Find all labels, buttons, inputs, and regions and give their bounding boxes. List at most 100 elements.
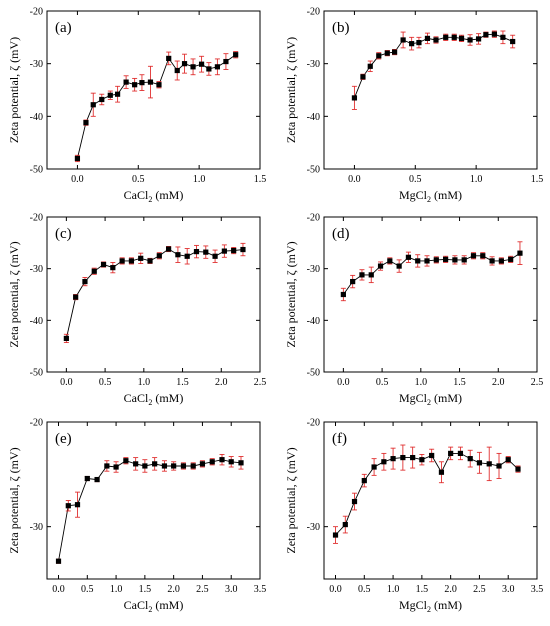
- data-point: [104, 463, 110, 469]
- panel-label: (f): [332, 431, 347, 447]
- panel-label: (a): [55, 20, 72, 36]
- data-point: [147, 258, 153, 264]
- data-point: [340, 291, 346, 298]
- x-tick-label: 1.5: [531, 174, 544, 185]
- data-point: [152, 461, 158, 467]
- data-point: [424, 35, 431, 41]
- x-tick-label: 3.5: [254, 584, 267, 595]
- y-axis-label: Zeta potential, ζ (mV): [7, 37, 21, 143]
- y-tick-label: -50: [307, 368, 320, 379]
- data-point: [496, 463, 502, 469]
- x-tick-label: 0.0: [348, 174, 361, 185]
- data-point: [368, 272, 374, 278]
- panel-c: 0.0 0.5 1.0 1.5 2.0 2.5 -50 -40 -30 -20 CaCl2 (mM)…: [7, 213, 266, 408]
- data-point: [451, 34, 457, 40]
- data-point: [198, 61, 205, 67]
- data-point: [351, 95, 358, 101]
- data-point: [475, 36, 482, 42]
- data-point: [361, 478, 367, 484]
- y-axis-label: Zeta potential, ζ (mV): [7, 241, 21, 347]
- panel-f: 0.0 0.5 1.0 1.5 2.0 2.5 3.0 3.5 -30 -20 MgCl2 (mM)…: [284, 418, 543, 615]
- data-point: [83, 120, 89, 126]
- data-point: [486, 461, 492, 467]
- data-point: [384, 50, 390, 56]
- data-point: [332, 532, 339, 538]
- data-point: [166, 246, 172, 252]
- data-point: [452, 257, 458, 263]
- data-point: [82, 278, 88, 285]
- data-point: [233, 52, 239, 58]
- data-point: [161, 463, 168, 469]
- data-point: [139, 80, 145, 86]
- data-point: [90, 102, 96, 108]
- y-tick-label: -20: [30, 7, 43, 18]
- x-tick-label: 3.5: [531, 584, 544, 595]
- panel-e: 0.0 0.5 1.0 1.5 2.0 2.5 3.0 3.5 -30 -20 CaCl2 (mM)…: [7, 418, 266, 615]
- data-point: [219, 457, 225, 463]
- x-tick-label: 0.0: [337, 377, 350, 388]
- x-tick-label: 3.0: [502, 584, 515, 595]
- data-point: [91, 268, 97, 274]
- data-point: [448, 450, 454, 456]
- data-point: [371, 464, 377, 470]
- data-point: [184, 253, 190, 259]
- data-point: [74, 502, 81, 508]
- data-point: [515, 466, 521, 472]
- data-point: [376, 53, 382, 59]
- plot-frame: [323, 216, 538, 373]
- y-axis-label: Zeta potential, ζ (mV): [7, 447, 21, 553]
- x-tick-label: 0.0: [329, 584, 342, 595]
- data-point: [396, 263, 402, 269]
- data-point: [55, 558, 62, 564]
- x-tick-label: 0.5: [81, 584, 94, 595]
- data-point: [489, 258, 495, 264]
- data-point: [458, 35, 465, 41]
- y-tick-label: -50: [307, 165, 320, 176]
- y-tick-label: -40: [307, 112, 320, 123]
- y-tick-label: -30: [30, 522, 43, 533]
- data-point: [107, 92, 113, 98]
- y-axis-label: Zeta potential, ζ (mV): [284, 241, 298, 347]
- panel-label: (b): [332, 20, 350, 36]
- x-tick-label: 1.0: [415, 377, 428, 388]
- data-point: [443, 34, 449, 40]
- data-point: [510, 38, 516, 45]
- data-point: [221, 248, 227, 254]
- plot-frame: [46, 421, 261, 580]
- x-tick-label: 0.5: [358, 584, 371, 595]
- y-tick-label: -20: [30, 418, 43, 429]
- x-tick-label: 1.0: [110, 584, 123, 595]
- x-tick-label: 3.0: [225, 584, 238, 595]
- data-point: [119, 258, 125, 264]
- data-point: [209, 459, 215, 465]
- series-line: [58, 459, 242, 562]
- panel-label: (e): [55, 431, 72, 447]
- y-tick-label: -20: [30, 213, 43, 224]
- data-point: [467, 456, 473, 462]
- data-point: [419, 457, 425, 463]
- data-point: [476, 460, 483, 466]
- data-point: [416, 40, 422, 46]
- series-line: [76, 54, 236, 159]
- data-point: [415, 258, 421, 264]
- data-point: [171, 463, 177, 469]
- x-tick-label: 2.0: [444, 584, 457, 595]
- data-point: [350, 278, 356, 285]
- x-tick-label: 1.0: [470, 174, 483, 185]
- y-tick-label: -30: [307, 522, 320, 533]
- data-point: [405, 254, 412, 260]
- x-axis-label: MgCl2 (mM): [399, 598, 462, 614]
- data-point: [199, 461, 206, 467]
- data-point: [443, 256, 449, 262]
- x-tick-label: 1.5: [453, 377, 466, 388]
- data-point: [429, 452, 435, 459]
- data-point: [240, 246, 246, 253]
- data-point: [500, 34, 506, 40]
- panel-label: (c): [55, 226, 72, 242]
- data-point: [377, 263, 384, 269]
- data-point: [360, 74, 366, 80]
- data-point: [433, 257, 439, 263]
- data-point: [424, 258, 430, 264]
- data-point: [381, 459, 387, 465]
